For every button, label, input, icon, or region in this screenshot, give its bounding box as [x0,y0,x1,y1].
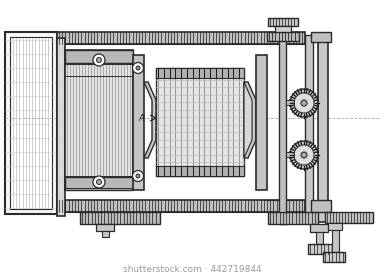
Bar [133,55,144,190]
Bar [57,200,305,212]
Circle shape [290,141,318,169]
Bar [65,50,133,63]
Bar [96,224,114,231]
Circle shape [294,93,314,113]
Bar [156,68,244,176]
Bar [279,32,286,224]
Bar [65,177,133,190]
Text: A: A [138,113,144,123]
Bar [325,212,373,223]
Circle shape [93,176,105,188]
Bar [310,224,328,232]
Circle shape [136,174,140,178]
Circle shape [96,179,101,185]
Bar [286,152,294,157]
Bar [293,148,306,157]
Bar [102,231,109,237]
Bar [332,230,339,252]
Bar [57,32,305,44]
Circle shape [132,171,144,181]
Bar [275,26,291,34]
Bar [311,200,331,212]
Polygon shape [244,82,256,158]
Bar [268,212,318,224]
Bar [10,37,52,209]
Bar [57,38,65,216]
Polygon shape [144,82,156,158]
Bar [328,223,342,230]
Circle shape [301,100,307,106]
Text: shutterstock.com · 442719844: shutterstock.com · 442719844 [122,265,262,274]
Bar [80,212,160,224]
Circle shape [136,66,140,70]
Circle shape [301,152,307,158]
Circle shape [290,89,318,117]
Circle shape [294,145,314,165]
Bar [268,18,298,26]
Bar [323,252,345,262]
Circle shape [96,57,101,62]
Bar [65,50,133,190]
Bar [311,32,331,42]
Bar [156,68,244,78]
Bar [305,35,313,223]
Circle shape [132,62,144,74]
Polygon shape [244,82,252,158]
Bar [308,244,332,254]
Circle shape [93,54,105,66]
Bar [286,100,294,105]
Bar [156,166,244,176]
Bar [318,40,328,222]
Bar [256,55,267,190]
Bar [267,32,299,41]
Bar [293,97,306,106]
Bar [5,32,57,214]
Bar [316,232,323,244]
